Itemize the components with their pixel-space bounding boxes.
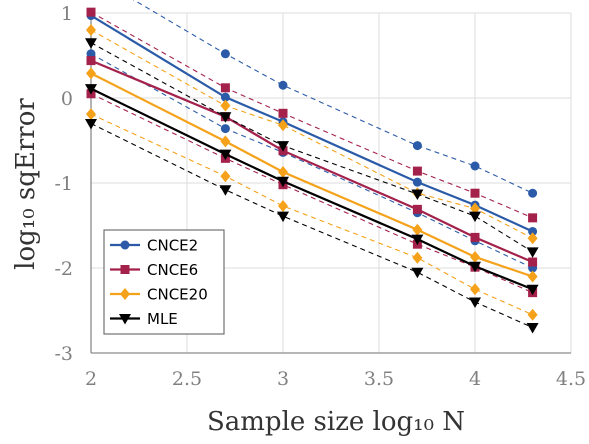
lower-quantile-line	[90, 113, 533, 316]
median-point	[528, 257, 538, 267]
median-point	[469, 261, 481, 273]
y-tick-label: -2	[54, 258, 73, 280]
upper-point	[470, 188, 480, 198]
upper-point	[220, 49, 230, 59]
upper-point	[85, 38, 97, 49]
lower-point	[86, 49, 96, 59]
lower-point	[278, 199, 288, 212]
legend-swatch-marker	[120, 265, 130, 274]
median-line	[90, 59, 534, 264]
x-tick-label: 2	[85, 368, 97, 390]
upper-point	[470, 202, 480, 215]
upper-point	[86, 7, 96, 17]
y-tick-label: 1	[61, 3, 73, 25]
legend-item-cnce6: CNCE6	[110, 261, 198, 279]
median-line	[90, 87, 534, 291]
upper-point	[277, 141, 289, 152]
lower-point	[220, 170, 231, 183]
median-point	[219, 149, 232, 161]
upper-quantile-line	[90, 42, 533, 253]
upper-point	[526, 247, 539, 258]
upper-point	[278, 80, 288, 90]
lower-point	[411, 267, 424, 279]
legend-label: MLE	[147, 310, 178, 328]
series-layer	[85, 0, 539, 334]
median-line	[90, 14, 534, 233]
x-tick-label: 2.5	[172, 368, 202, 390]
series-cnce20	[86, 24, 538, 321]
upper-point	[220, 99, 231, 112]
median-point	[528, 226, 538, 236]
x-tick-label: 3	[277, 368, 289, 390]
upper-quantile-line	[132, 0, 533, 194]
lower-point	[526, 323, 539, 334]
x-tick-label: 3.5	[364, 368, 394, 390]
upper-quantile-line	[90, 29, 533, 239]
y-axis-label: log₁₀ sqError	[11, 98, 41, 270]
median-point	[85, 84, 97, 95]
median-point	[412, 204, 422, 214]
legend-swatch-marker	[119, 314, 131, 325]
upper-point	[412, 166, 422, 176]
y-tick-label: 0	[61, 88, 73, 110]
upper-point	[86, 24, 96, 36]
legend-item-cnce20: CNCE20	[110, 286, 208, 304]
median-point	[470, 232, 480, 242]
lower-point	[469, 297, 481, 308]
legend-item-mle: MLE	[110, 310, 178, 328]
upper-point	[528, 213, 538, 223]
upper-point	[470, 161, 480, 171]
median-point	[527, 270, 538, 283]
upper-point	[411, 189, 424, 201]
median-point	[411, 234, 424, 246]
legend-label: CNCE2	[147, 237, 198, 255]
legend: CNCE2 CNCE6 CNCE20 MLE	[103, 229, 225, 335]
legend-swatch-marker	[120, 240, 130, 250]
median-point	[412, 177, 422, 187]
upper-quantile-line	[90, 11, 533, 219]
upper-point	[527, 232, 538, 245]
lower-point	[527, 308, 538, 321]
median-point	[412, 223, 423, 236]
upper-point	[469, 211, 481, 223]
upper-point	[220, 83, 230, 93]
lower-quantile-line	[90, 123, 533, 329]
y-tick-label: -1	[54, 173, 73, 195]
lower-point	[220, 124, 230, 134]
median-point	[277, 176, 289, 188]
lower-quantile-line	[90, 53, 533, 269]
x-tick-label: 4.5	[556, 368, 586, 390]
lower-point	[470, 283, 480, 296]
median-line	[90, 72, 533, 278]
legend-label: CNCE20	[147, 286, 208, 304]
upper-point	[412, 141, 422, 151]
lower-point	[277, 211, 289, 223]
lower-point	[219, 185, 232, 196]
median-point	[86, 56, 96, 66]
upper-point	[278, 119, 288, 132]
legend-swatch-marker	[120, 288, 130, 300]
series-mle	[85, 38, 539, 334]
median-point	[220, 92, 230, 102]
lower-point	[412, 251, 423, 264]
upper-point	[528, 188, 538, 198]
x-axis-label: Sample size log₁₀ N	[207, 407, 465, 437]
tick-labels: 2 2.5 3 3.5 4 4.5 1 0 -1 -2 -3	[54, 3, 586, 390]
median-point	[470, 250, 480, 263]
median-point	[86, 67, 96, 80]
upper-point	[219, 112, 232, 123]
legend-label: CNCE6	[147, 261, 198, 279]
median-point	[526, 284, 539, 296]
upper-point	[278, 108, 288, 118]
x-tick-label: 4	[469, 368, 481, 390]
y-tick-label: -3	[54, 343, 73, 365]
legend-item-cnce2: CNCE2	[110, 237, 198, 255]
median-point	[220, 135, 231, 148]
lower-point	[86, 108, 96, 121]
median-point	[278, 165, 288, 178]
lower-point	[85, 119, 97, 130]
